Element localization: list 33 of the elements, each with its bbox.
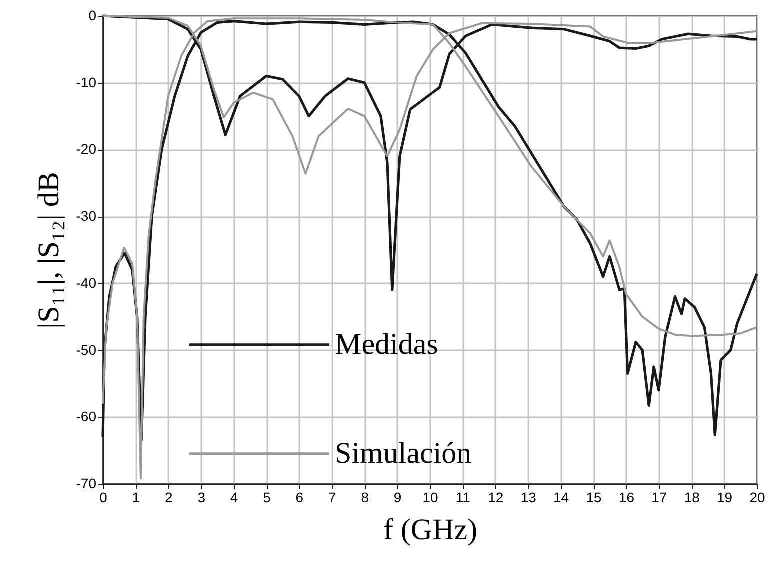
x-axis-title: f (GHz) xyxy=(383,514,478,546)
y-tick-label: -10 xyxy=(76,74,97,90)
x-tick-label: 12 xyxy=(488,490,504,506)
legend-label: Medidas xyxy=(335,328,438,361)
y-tick-label: -60 xyxy=(76,408,97,425)
x-tick-label: 18 xyxy=(684,490,700,506)
y-axis-title: |S₁₁|, |S₁₂| dB xyxy=(32,172,66,329)
x-tick-label: 14 xyxy=(554,490,570,506)
x-tick-label: 4 xyxy=(230,490,238,506)
y-tick-label: -20 xyxy=(76,141,97,158)
y-tick-label: 0 xyxy=(88,8,97,24)
y-tick-label: -70 xyxy=(76,476,97,492)
x-tick-label: 10 xyxy=(422,490,438,506)
x-tick-label: 9 xyxy=(394,490,402,506)
x-tick-label: 13 xyxy=(520,490,537,506)
x-tick-label: 19 xyxy=(717,490,733,506)
x-tick-label: 16 xyxy=(618,490,635,506)
x-tick-label: 11 xyxy=(456,490,471,506)
x-tick-label: 3 xyxy=(198,490,206,506)
x-tick-label: 0 xyxy=(100,490,108,506)
x-tick-label: 17 xyxy=(652,490,668,506)
x-tick-label: 6 xyxy=(296,490,304,506)
y-tick-label: -40 xyxy=(76,274,97,291)
x-tick-label: 8 xyxy=(361,490,370,506)
x-tick-label: 20 xyxy=(750,490,766,506)
x-tick-label: 2 xyxy=(165,490,173,506)
legend-label: Simulación xyxy=(335,436,472,470)
x-tick-label: 15 xyxy=(586,490,602,506)
x-tick-label: 1 xyxy=(132,490,140,506)
y-tick-label: -50 xyxy=(76,342,97,358)
x-tick-label: 5 xyxy=(263,490,272,506)
x-tick-label: 7 xyxy=(328,490,336,506)
y-tick-label: -30 xyxy=(76,208,97,224)
